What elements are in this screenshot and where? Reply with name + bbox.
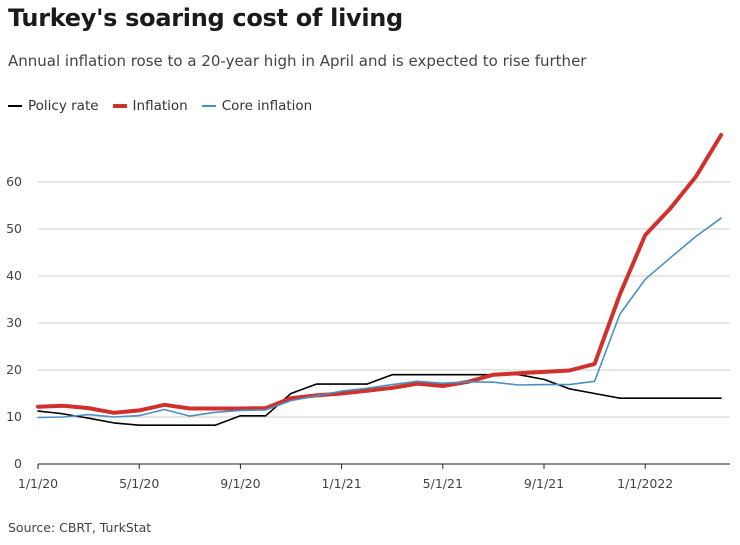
y-tick-label: 20	[6, 362, 22, 377]
x-tick-label: 9/1/20	[220, 476, 260, 491]
chart-source: Source: CBRT, TurkStat	[8, 520, 152, 535]
y-tick-label: 30	[6, 315, 22, 330]
chart-legend: Policy rate Inflation Core inflation	[8, 98, 326, 114]
x-tick-label: 5/1/20	[119, 476, 159, 491]
x-tick-label: 9/1/21	[524, 476, 564, 491]
x-tick-label: 1/1/2022	[617, 476, 673, 491]
y-tick-label: 50	[6, 221, 22, 236]
legend-label-inflation: Inflation	[132, 98, 188, 114]
series-line-core-inflation	[37, 217, 722, 419]
legend-swatch-inflation	[112, 104, 127, 108]
y-tick-label: 40	[6, 268, 22, 283]
legend-swatch-policy-rate	[8, 105, 22, 107]
x-tick-label: 1/1/21	[321, 476, 361, 491]
legend-label-policy-rate: Policy rate	[28, 98, 99, 114]
x-tick-label: 5/1/21	[423, 476, 463, 491]
legend-item-inflation: Inflation	[112, 98, 188, 114]
y-tick-label: 0	[14, 456, 22, 471]
legend-label-core-inflation: Core inflation	[221, 98, 313, 114]
x-tick-label: 1/1/20	[18, 476, 58, 491]
y-tick-label: 60	[6, 174, 22, 189]
legend-swatch-core-inflation	[201, 105, 216, 107]
legend-item-core-inflation: Core inflation	[201, 98, 313, 114]
legend-item-policy-rate: Policy rate	[8, 98, 99, 114]
chart-subtitle: Annual inflation rose to a 20-year high …	[8, 52, 587, 70]
chart-title: Turkey's soaring cost of living	[8, 4, 403, 32]
y-tick-label: 10	[6, 409, 22, 424]
series-line-policy-rate	[37, 373, 722, 426]
series-line-inflation	[36, 133, 724, 415]
